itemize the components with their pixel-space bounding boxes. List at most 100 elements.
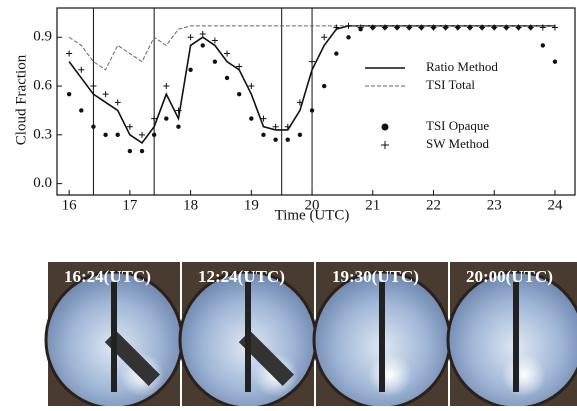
point xyxy=(551,24,558,31)
x-tick-label: 22 xyxy=(426,197,441,213)
point xyxy=(321,34,328,41)
point xyxy=(357,24,364,31)
point xyxy=(211,37,218,44)
point xyxy=(540,43,546,48)
legend-swatch xyxy=(381,123,389,131)
point xyxy=(479,24,486,31)
point xyxy=(151,132,157,138)
legend-swatch xyxy=(381,141,389,149)
point xyxy=(164,116,169,121)
plot-frame xyxy=(56,7,576,196)
point xyxy=(175,107,182,114)
sky-images: 16:24(UTC) 12:24(UTC) 19:30(UTC) 20:00(UTC) xyxy=(44,262,577,406)
point xyxy=(346,35,351,40)
point xyxy=(126,123,133,130)
point xyxy=(406,24,413,31)
shadow-band xyxy=(513,282,519,392)
point xyxy=(442,24,449,31)
shadow-band xyxy=(245,282,251,392)
x-tick-label: 18 xyxy=(183,197,198,213)
x-tick-label: 21 xyxy=(365,197,380,213)
legend-label: SW Method xyxy=(426,136,489,151)
point xyxy=(91,124,96,129)
point xyxy=(115,132,120,138)
x-tick-label: 24 xyxy=(547,197,563,213)
point xyxy=(114,99,121,106)
x-tick-label: 17 xyxy=(122,197,138,213)
point xyxy=(552,59,558,64)
point xyxy=(139,131,146,138)
point xyxy=(466,24,473,31)
sun-glow xyxy=(502,353,546,397)
point xyxy=(418,24,425,31)
point xyxy=(176,124,181,129)
x-tick-label: 16 xyxy=(62,197,78,213)
point xyxy=(285,137,290,142)
y-tick-label: 0.0 xyxy=(33,175,52,191)
point xyxy=(394,24,401,31)
point xyxy=(261,132,266,138)
point xyxy=(309,58,316,65)
point xyxy=(248,83,255,90)
point xyxy=(90,83,97,90)
image-label: 19:30(UTC) xyxy=(332,267,419,286)
point xyxy=(503,24,510,31)
point xyxy=(491,24,498,31)
point xyxy=(309,108,315,113)
point xyxy=(273,137,278,142)
point xyxy=(515,24,522,31)
point xyxy=(260,115,267,122)
point xyxy=(78,66,85,73)
x-tick-label: 20 xyxy=(305,197,320,213)
shadow-arm xyxy=(238,330,294,386)
y-tick-label: 0.6 xyxy=(33,77,52,93)
point xyxy=(345,22,352,29)
image-label: 16:24(UTC) xyxy=(64,267,151,286)
point xyxy=(127,148,133,154)
point xyxy=(79,108,84,113)
shadow-band xyxy=(111,282,117,392)
x-axis-label: Time (UTC) xyxy=(275,207,350,223)
point xyxy=(151,115,158,122)
legend-label: TSI Opaque xyxy=(426,118,489,133)
shadow-arm xyxy=(104,330,160,386)
point xyxy=(454,24,461,31)
series-line xyxy=(68,25,555,71)
x-tick-label: 23 xyxy=(487,197,502,213)
point xyxy=(321,83,327,89)
point xyxy=(527,24,534,31)
point xyxy=(200,43,205,48)
point xyxy=(224,75,230,81)
point xyxy=(224,50,231,57)
point xyxy=(66,50,73,57)
point xyxy=(381,24,388,31)
point xyxy=(296,99,303,106)
point xyxy=(163,83,170,90)
point xyxy=(103,132,108,138)
shadow-band xyxy=(379,282,385,392)
y-tick-label: 0.9 xyxy=(33,29,52,45)
legend-label: TSI Total xyxy=(426,77,475,92)
point xyxy=(539,24,546,31)
point xyxy=(188,67,193,72)
point xyxy=(187,34,194,41)
point xyxy=(236,63,243,70)
y-tick-label: 0.3 xyxy=(33,126,52,142)
point xyxy=(369,24,376,31)
point xyxy=(212,59,218,64)
point xyxy=(334,51,339,56)
point xyxy=(430,24,437,31)
point xyxy=(284,123,291,130)
point xyxy=(297,132,303,138)
sun-glow xyxy=(368,353,412,397)
point xyxy=(66,91,72,97)
x-tick-label: 19 xyxy=(244,197,259,213)
legend-label: Ratio Method xyxy=(426,59,498,74)
point xyxy=(249,116,254,121)
point xyxy=(199,31,206,38)
point xyxy=(333,24,340,31)
point xyxy=(272,123,279,130)
image-label: 12:24(UTC) xyxy=(198,267,285,286)
